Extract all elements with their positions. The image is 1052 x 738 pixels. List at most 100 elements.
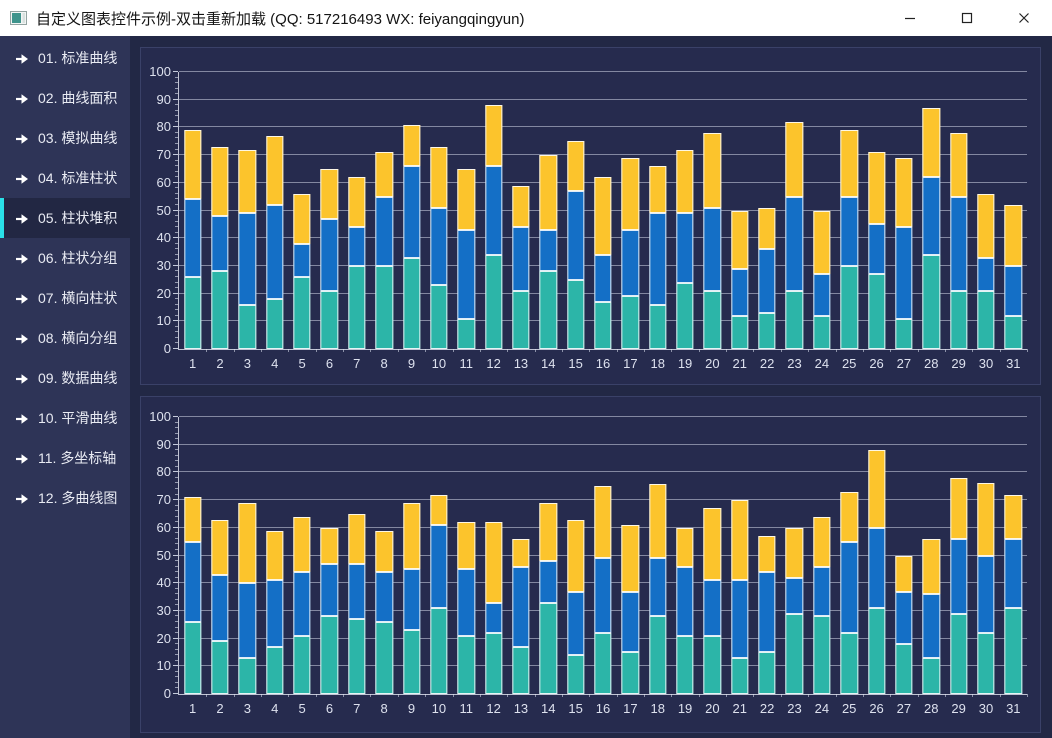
y-axis-minor-tick: [175, 532, 178, 534]
sidebar-item-01[interactable]: 01. 标准曲线: [0, 38, 130, 78]
y-axis-minor-tick: [175, 576, 178, 578]
x-tick-label: 24: [814, 356, 830, 371]
sidebar-item-11[interactable]: 11. 多坐标轴: [0, 438, 130, 478]
stacked-bar-chart-top[interactable]: 0 10 20 30 40 50 60 70 80 90 100 1 2 3 4 5 6 7 8 9 10 11 12 13 1…: [140, 47, 1041, 385]
minimize-button[interactable]: [881, 0, 938, 36]
bar-segment-series-2-blue: [621, 229, 640, 297]
bar-segment-series-3-yellow: [539, 502, 557, 562]
app-icon: [10, 11, 27, 25]
x-tick-label: 27: [896, 356, 912, 371]
bar-segment-series-3-yellow: [676, 527, 694, 567]
close-button[interactable]: [995, 0, 1052, 36]
x-tick-label: 27: [896, 701, 912, 716]
bar-segment-series-2-blue: [184, 541, 202, 622]
y-axis-tick: [173, 416, 178, 417]
stacked-bar-chart-bottom[interactable]: 0 10 20 30 40 50 60 70 80 90 100 1 2 3 4 5 6 7 8 9 10 11 12 13 1…: [140, 396, 1041, 733]
bar-segment-series-3-yellow: [813, 210, 831, 275]
titlebar[interactable]: 自定义图表控件示例-双击重新加载 (QQ: 517216493 WX: feiy…: [0, 0, 1052, 36]
bar-segment-series-2-blue: [813, 274, 831, 316]
y-axis-tick: [173, 554, 178, 556]
sidebar-item-label: 10. 平滑曲线: [38, 410, 118, 426]
bar-segment-series-2-blue: [731, 268, 749, 316]
x-axis-tick: [944, 349, 946, 352]
y-axis-minor-tick: [175, 131, 178, 133]
sidebar-item-08[interactable]: 08. 横向分组: [0, 318, 130, 358]
bar-segment-series-3-yellow: [211, 519, 229, 575]
bar-segment-series-3-yellow: [266, 135, 284, 205]
x-axis-tick: [726, 349, 728, 352]
sidebar-item-10[interactable]: 10. 平滑曲线: [0, 398, 130, 438]
bar-segment-series-3-yellow: [402, 124, 421, 167]
x-axis-tick: [835, 694, 837, 697]
y-axis-tick: [173, 237, 178, 239]
x-tick-label: 14: [541, 356, 556, 371]
sidebar-item-label: 09. 数据曲线: [38, 370, 118, 386]
bar-segment-series-1-teal: [375, 621, 393, 694]
x-axis-tick: [425, 694, 427, 697]
bar-segment-series-1-teal: [949, 613, 968, 694]
y-axis-tick: [173, 264, 178, 266]
bar-segment-series-1-teal: [1004, 315, 1022, 349]
bar-segment-series-1-teal: [649, 304, 667, 349]
arrow-right-icon: [15, 492, 29, 504]
bar-segment-series-2-blue: [184, 199, 202, 277]
x-axis-tick: [507, 349, 509, 352]
bar-segment-series-2-blue: [813, 566, 831, 617]
y-axis-minor-tick: [175, 432, 178, 434]
y-axis-tick: [173, 154, 178, 156]
x-tick-label: 22: [759, 701, 775, 716]
arrow-right-icon: [15, 412, 29, 424]
y-axis-minor-tick: [175, 543, 178, 545]
sidebar-item-09[interactable]: 09. 数据曲线: [0, 358, 130, 398]
y-axis-minor-tick: [175, 482, 178, 484]
bar-segment-series-1-teal: [922, 254, 940, 349]
x-tick-label: 26: [869, 701, 884, 716]
sidebar-item-04[interactable]: 04. 标准柱状: [0, 158, 130, 198]
y-axis-minor-tick: [175, 253, 178, 255]
bar-segment-series-2-blue: [895, 227, 913, 319]
bar-segment-series-2-blue: [594, 558, 612, 634]
x-tick-label: 2: [216, 701, 224, 716]
maximize-button[interactable]: [938, 0, 995, 36]
sidebar-item-03[interactable]: 03. 模拟曲线: [0, 118, 130, 158]
bar-segment-series-2-blue: [539, 561, 557, 603]
arrow-right-icon: [15, 332, 29, 344]
sidebar-item-02[interactable]: 02. 曲线面积: [0, 78, 130, 118]
bar-segment-series-3-yellow: [758, 207, 776, 250]
y-axis-minor-tick: [175, 331, 178, 333]
x-tick-label: 7: [353, 356, 361, 371]
sidebar-item-05[interactable]: 05. 柱状堆积: [0, 198, 130, 238]
x-tick-label: 22: [759, 356, 775, 371]
bar-segment-series-2-blue: [977, 257, 995, 291]
x-axis-tick: [890, 694, 892, 697]
bar-segment-series-3-yellow: [457, 168, 475, 230]
bar-segment-series-2-blue: [566, 191, 585, 280]
bar-segment-series-2-blue: [402, 166, 421, 258]
x-tick-label: 25: [841, 356, 857, 371]
y-tick-label: 50: [156, 547, 171, 563]
gridline: [179, 126, 1027, 128]
sidebar-item-label: 08. 横向分组: [38, 330, 118, 346]
y-axis-minor-tick: [175, 220, 178, 222]
bar-segment-series-1-teal: [977, 290, 995, 349]
x-axis-tick: [972, 694, 974, 697]
bar-segment-series-2-blue: [676, 213, 694, 283]
y-axis-minor-tick: [175, 187, 178, 189]
bar-segment-series-3-yellow: [895, 555, 913, 592]
sidebar-item-07[interactable]: 07. 横向柱状: [0, 278, 130, 318]
sidebar-item-06[interactable]: 06. 柱状分组: [0, 238, 130, 278]
bar-segment-series-3-yellow: [566, 141, 585, 192]
x-axis-tick: [644, 349, 646, 352]
y-axis-minor-tick: [175, 148, 178, 150]
bar-segment-series-1-teal: [731, 658, 749, 694]
bar-segment-series-1-teal: [703, 635, 722, 694]
window-controls: [881, 0, 1052, 36]
sidebar-item-12[interactable]: 12. 多曲线图: [0, 478, 130, 518]
x-axis-tick: [233, 349, 235, 352]
x-axis-tick: [616, 694, 618, 697]
y-axis-minor-tick: [175, 170, 178, 172]
gridline: [179, 154, 1027, 156]
x-tick-label: 5: [298, 701, 306, 716]
bar-segment-series-2-blue: [649, 213, 667, 305]
x-axis-tick: [780, 694, 782, 697]
